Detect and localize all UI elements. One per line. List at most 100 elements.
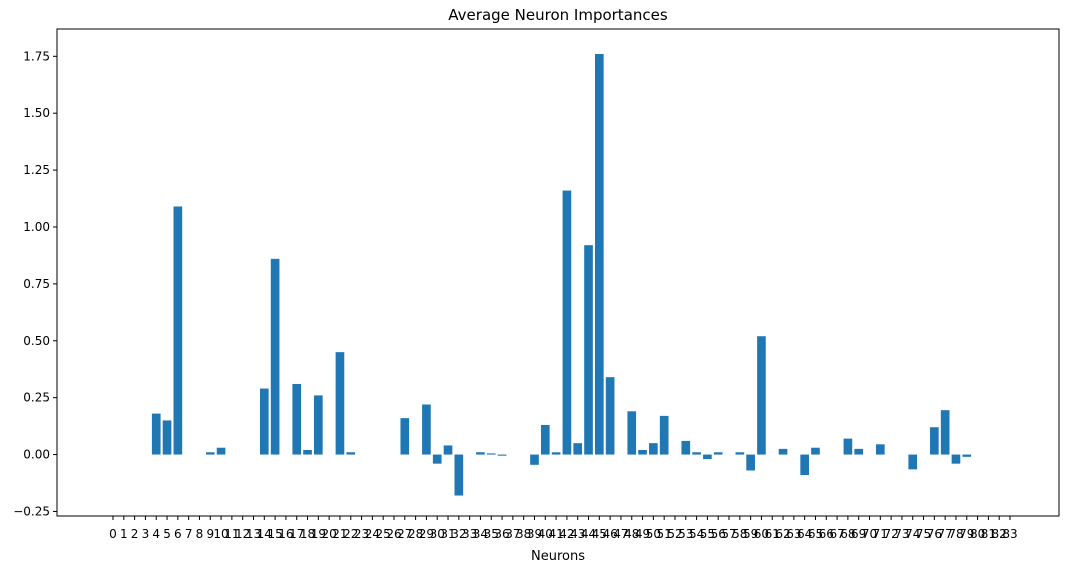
x-tick-label: 55 [700,527,715,541]
x-tick-label: 82 [992,527,1007,541]
x-tick-label: 39 [527,527,542,541]
x-tick-label: 65 [808,527,823,541]
bar-neuron-62 [778,448,788,455]
x-tick-label: 59 [743,527,758,541]
x-tick-label: 57 [721,527,736,541]
x-tick-label: 31 [440,527,455,541]
x-tick-label: 6 [174,527,182,541]
x-tick-label: 18 [300,527,315,541]
bar-neuron-17 [292,384,302,455]
x-tick-label: 56 [711,527,726,541]
x-tick-label: 41 [548,527,563,541]
bar-neuron-19 [314,395,323,455]
x-tick-label: 76 [927,527,942,541]
x-tick-label: 22 [343,527,358,541]
bar-neuron-54 [692,452,701,455]
y-tick-label: 1.00 [23,220,50,234]
x-tick-label: 7 [185,527,193,541]
x-tick-label: 9 [206,527,214,541]
bar-neuron-21 [335,352,345,455]
bar-neuron-40 [540,424,550,455]
chart-title: Average Neuron Importances [448,6,668,24]
x-tick-label: 32 [451,527,466,541]
x-tick-label: 73 [894,527,909,541]
bar-neuron-48 [627,411,637,455]
x-tick-label: 2 [131,527,139,541]
x-tick-label: 24 [365,527,380,541]
bar-neuron-22 [346,452,356,455]
bar-neuron-69 [854,448,864,455]
x-tick-label: 61 [765,527,780,541]
x-tick-label: 12 [235,527,250,541]
x-tick-label: 64 [797,527,812,541]
x-tick-label: 4 [152,527,160,541]
bar-neuron-31 [443,445,453,455]
x-tick-label: 47 [613,527,628,541]
bar-neuron-43 [573,443,583,455]
bar-neuron-4 [151,413,161,455]
x-tick-label: 14 [257,527,272,541]
y-tick-label: −0.25 [13,504,50,518]
x-tick-label: 28 [408,527,423,541]
x-tick-label: 33 [462,527,477,541]
plot-frame [56,28,1060,517]
y-tick-label: 1.25 [23,163,50,177]
x-tick-label: 63 [786,527,801,541]
bar-neuron-35 [486,453,496,455]
x-tick-label: 42 [559,527,574,541]
x-tick-label: 52 [667,527,682,541]
x-tick-label: 70 [862,527,877,541]
bar-neuron-59 [746,454,755,471]
y-tick-label: 0.50 [23,334,50,348]
x-tick-label: 5 [163,527,171,541]
x-tick-label: 62 [775,527,790,541]
x-tick-label: 83 [1002,527,1017,541]
x-tick-label: 75 [916,527,931,541]
bar-neuron-74 [908,454,918,470]
bar-neuron-45 [595,54,604,455]
bar-neuron-41 [551,452,561,455]
x-tick-label: 44 [581,527,596,541]
bar-neuron-10 [216,447,226,455]
x-tick-label: 43 [570,527,585,541]
bars-group [151,54,972,496]
x-tick-label: 45 [592,527,607,541]
x-tick-label: 34 [473,527,488,541]
bar-neuron-42 [562,190,572,455]
x-tick-label: 71 [873,527,888,541]
x-tick-label: 40 [538,527,553,541]
x-tick-label: 23 [354,527,369,541]
x-tick-label: 38 [516,527,531,541]
x-tick-label: 68 [840,527,855,541]
bar-neuron-58 [735,452,745,455]
x-tick-label: 3 [142,527,150,541]
x-tick-label: 54 [689,527,704,541]
bar-neuron-64 [800,454,809,476]
bar-neuron-50 [649,443,658,455]
x-tick-label: 8 [196,527,204,541]
y-axis: −0.25 0.00 0.25 0.50 0.75 1.00 1.25 1.50 1.75 [13,49,57,518]
bar-neuron-44 [584,245,593,455]
bar-neuron-29 [422,404,431,455]
x-tick-label: 30 [430,527,445,541]
x-tick-label: 46 [602,527,617,541]
x-tick-label: 27 [397,527,412,541]
bar-neuron-36 [497,454,507,456]
bar-neuron-18 [303,450,312,455]
x-tick-label: 66 [819,527,834,541]
x-tick-label: 15 [267,527,282,541]
x-tick-label: 0 [109,527,117,541]
bar-neuron-77 [940,410,950,455]
bar-neuron-27 [400,418,410,455]
x-tick-label: 60 [754,527,769,541]
y-tick-label: 1.50 [23,106,50,120]
bar-neuron-34 [476,452,485,455]
bar-neuron-39 [530,454,539,465]
x-tick-label: 80 [970,527,985,541]
x-tick-label: 19 [311,527,326,541]
bar-neuron-9 [205,452,215,455]
bar-neuron-79 [962,454,972,457]
bar-neuron-6 [173,206,183,455]
bar-neuron-68 [843,438,853,455]
x-tick-label: 11 [224,527,239,541]
